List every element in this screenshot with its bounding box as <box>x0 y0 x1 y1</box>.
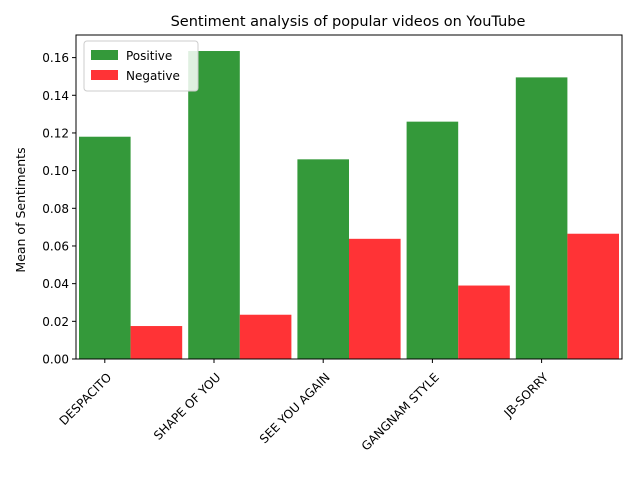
y-tick-label: 0.10 <box>42 164 69 178</box>
y-tick-label: 0.14 <box>42 89 69 103</box>
y-axis: 0.00 0.02 0.04 0.06 0.08 0.10 0.12 0.14 0.16 <box>42 51 76 367</box>
legend-swatch-positive <box>91 50 118 60</box>
bar-positive-gangnam-style <box>406 121 459 360</box>
legend-label-negative: Negative <box>126 69 180 83</box>
bars <box>79 51 619 360</box>
bar-positive-see-you-again <box>297 159 349 359</box>
bar-negative-gangnam-style <box>458 285 510 359</box>
x-tick-label: SEE YOU AGAIN <box>257 370 333 446</box>
bar-negative-despacito <box>130 326 183 359</box>
y-axis-label: Mean of Sentiments <box>13 147 28 272</box>
bar-negative-shape-of-you <box>239 314 292 359</box>
x-axis: DESPACITO SHAPE OF YOU SEE YOU AGAIN GANGNA… <box>57 359 552 453</box>
y-tick-label: 0.04 <box>42 277 69 291</box>
x-tick-label: DESPACITO <box>57 370 115 428</box>
y-tick-label: 0.06 <box>42 239 69 253</box>
legend: Positive Negative <box>83 40 199 92</box>
y-tick-label: 0.00 <box>42 353 69 367</box>
chart-title: Sentiment analysis of popular videos on … <box>171 14 526 30</box>
y-tick-label: 0.16 <box>42 51 69 65</box>
plot-frame <box>75 34 623 360</box>
legend-label-positive: Positive <box>126 49 172 63</box>
legend-swatch-negative <box>91 70 118 80</box>
bar-negative-see-you-again <box>349 238 401 359</box>
bar-positive-despacito <box>79 136 131 359</box>
y-tick-label: 0.02 <box>42 315 69 329</box>
y-tick-label: 0.12 <box>42 126 69 140</box>
bar-positive-shape-of-you <box>188 51 240 359</box>
x-tick-label: JB-SORRY <box>501 370 552 421</box>
y-tick-label: 0.08 <box>42 202 69 216</box>
bar-negative-jb-sorry <box>567 233 619 359</box>
x-tick-label: SHAPE OF YOU <box>151 370 224 443</box>
x-tick-label: GANGNAM STYLE <box>359 370 442 453</box>
bar-positive-jb-sorry <box>515 77 568 359</box>
